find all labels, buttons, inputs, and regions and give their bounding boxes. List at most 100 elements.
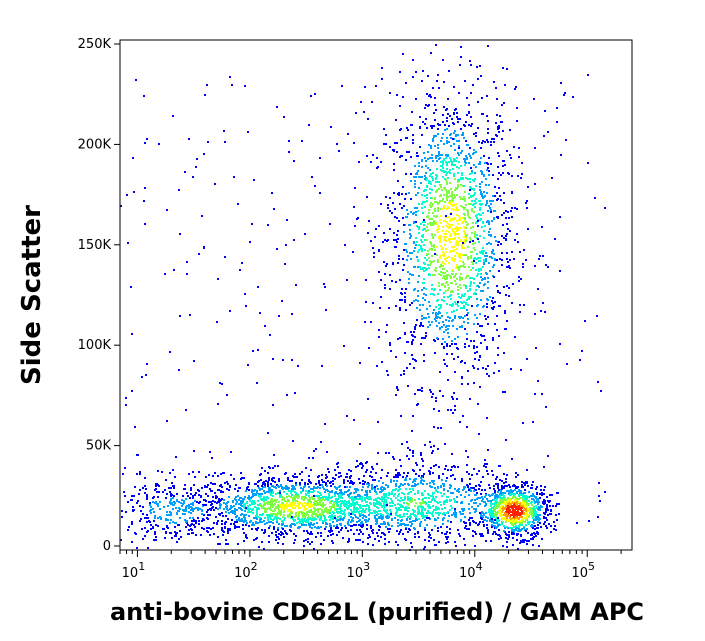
data-point	[435, 312, 437, 314]
data-point	[217, 475, 219, 477]
data-point	[443, 359, 445, 361]
data-point	[391, 212, 393, 214]
data-point	[270, 513, 272, 515]
data-point	[470, 283, 472, 285]
data-point	[476, 275, 478, 277]
data-point	[469, 173, 471, 175]
data-point	[496, 329, 498, 331]
data-point	[433, 220, 435, 222]
data-point	[440, 237, 442, 239]
data-point	[246, 522, 248, 524]
data-point	[411, 341, 413, 343]
data-point	[214, 501, 216, 503]
data-point	[410, 235, 412, 237]
data-point	[433, 246, 435, 248]
data-point	[463, 521, 465, 523]
data-point	[304, 516, 306, 518]
data-point	[385, 496, 387, 498]
data-point	[511, 175, 513, 177]
data-point	[283, 487, 285, 489]
data-point	[375, 228, 377, 230]
data-point	[526, 358, 528, 360]
data-point	[446, 512, 448, 514]
data-point	[358, 161, 360, 163]
data-point	[461, 247, 463, 249]
data-point	[455, 514, 457, 516]
data-point	[436, 190, 438, 192]
data-point	[412, 274, 414, 276]
data-point	[475, 533, 477, 535]
data-point	[227, 532, 229, 534]
data-point	[267, 501, 269, 503]
data-point	[305, 524, 307, 526]
data-point	[196, 501, 198, 503]
data-point	[224, 523, 226, 525]
data-point	[435, 496, 437, 498]
data-point	[468, 473, 470, 475]
data-point	[264, 486, 266, 488]
data-point	[470, 64, 472, 66]
data-point	[264, 483, 266, 485]
data-point	[429, 175, 431, 177]
data-point	[308, 524, 310, 526]
data-point	[444, 220, 446, 222]
data-point	[451, 196, 453, 198]
data-point	[365, 508, 367, 510]
data-point	[369, 498, 371, 500]
data-point	[424, 508, 426, 510]
data-point	[476, 346, 478, 348]
data-point	[311, 527, 313, 529]
data-point	[465, 155, 467, 157]
data-point	[494, 495, 496, 497]
data-point	[481, 325, 483, 327]
data-point	[485, 512, 487, 514]
data-point	[530, 495, 532, 497]
data-point	[417, 389, 419, 391]
data-point	[452, 238, 454, 240]
data-point	[256, 511, 258, 513]
data-point	[450, 188, 452, 190]
data-point	[485, 258, 487, 260]
data-point	[332, 542, 334, 544]
data-point	[238, 503, 240, 505]
data-point	[454, 371, 456, 373]
data-point	[355, 490, 357, 492]
data-point	[264, 509, 266, 511]
data-point	[490, 141, 492, 143]
data-point	[501, 480, 503, 482]
data-point	[421, 159, 423, 161]
data-point	[456, 252, 458, 254]
data-point	[445, 109, 447, 111]
data-point	[501, 104, 503, 106]
data-point	[472, 153, 474, 155]
data-point	[537, 503, 539, 505]
data-point	[478, 488, 480, 490]
data-point	[455, 273, 457, 275]
data-point	[463, 263, 465, 265]
data-point	[519, 508, 521, 510]
data-point	[407, 129, 409, 131]
data-point	[435, 506, 437, 508]
data-point	[516, 492, 518, 494]
data-point	[385, 526, 387, 528]
data-point	[373, 502, 375, 504]
data-point	[305, 504, 307, 506]
data-point	[435, 316, 437, 318]
data-point	[238, 499, 240, 501]
data-point	[457, 289, 459, 291]
data-point	[435, 155, 437, 157]
data-point	[323, 539, 325, 541]
data-point	[522, 266, 524, 268]
data-point	[556, 503, 558, 505]
data-point	[506, 534, 508, 536]
data-point	[446, 365, 448, 367]
data-point	[538, 258, 540, 260]
data-point	[437, 527, 439, 529]
data-point	[515, 476, 517, 478]
data-point	[444, 341, 446, 343]
data-point	[546, 519, 548, 521]
data-point	[256, 529, 258, 531]
data-point	[413, 222, 415, 224]
data-point	[432, 450, 434, 452]
data-point	[212, 475, 214, 477]
